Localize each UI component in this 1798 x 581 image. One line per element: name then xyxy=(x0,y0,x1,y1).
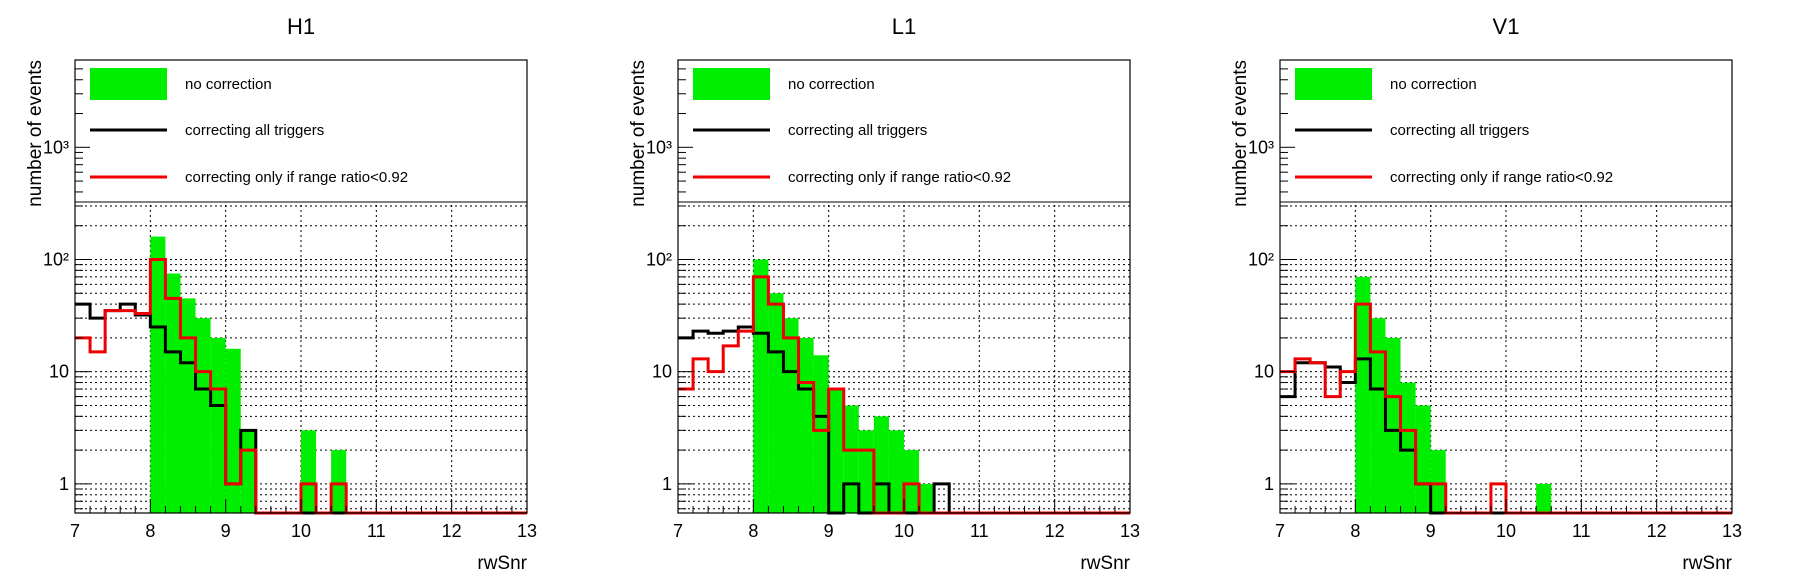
histogram-bar xyxy=(1415,405,1431,513)
histogram-bar xyxy=(180,298,196,513)
histogram-bar xyxy=(165,273,181,513)
x-tick-label: 7 xyxy=(70,521,80,541)
x-axis-label: rwSnr xyxy=(477,553,527,574)
histogram-bar xyxy=(873,416,889,513)
y-tick-label: 10³ xyxy=(43,137,69,157)
histogram-bar xyxy=(919,483,935,513)
histogram-bar xyxy=(301,430,317,513)
x-tick-label: 12 xyxy=(442,521,462,541)
legend-label: correcting all triggers xyxy=(788,122,927,139)
chart-title: L1 xyxy=(892,14,916,39)
histogram-bar xyxy=(813,355,829,513)
legend-label: correcting only if range ratio<0.92 xyxy=(185,169,408,186)
histogram-bar xyxy=(858,430,874,513)
histogram-bar xyxy=(210,337,226,513)
histogram-bar xyxy=(1355,276,1371,513)
x-tick-label: 9 xyxy=(221,521,231,541)
chart-panel-l1: no correction correcting all triggers corr… xyxy=(628,14,1140,574)
legend-label: correcting all triggers xyxy=(185,122,324,139)
histogram-bar xyxy=(904,450,920,513)
y-tick-label: 10³ xyxy=(646,137,672,157)
chart-panel-h1: no correction correcting all triggers corr… xyxy=(25,14,537,574)
histogram-bar xyxy=(828,389,844,513)
chart-title: V1 xyxy=(1493,14,1520,39)
y-axis-label: number of events xyxy=(628,60,649,207)
legend-label: no correction xyxy=(788,76,875,93)
x-tick-label: 7 xyxy=(1275,521,1285,541)
y-tick-label: 10 xyxy=(652,362,672,382)
x-tick-label: 13 xyxy=(1120,521,1140,541)
histogram-bar xyxy=(798,337,814,513)
y-tick-label: 10 xyxy=(49,362,69,382)
y-axis-label: number of events xyxy=(25,60,46,207)
legend-label: correcting only if range ratio<0.92 xyxy=(788,169,1011,186)
legend-label: correcting only if range ratio<0.92 xyxy=(1390,169,1613,186)
x-tick-label: 11 xyxy=(970,521,989,541)
histogram-bar xyxy=(1430,450,1446,513)
legend-swatch-no-correction xyxy=(1295,68,1372,100)
x-tick-label: 11 xyxy=(1572,521,1591,541)
histogram-bar xyxy=(1536,483,1552,513)
histogram-bar xyxy=(768,293,784,513)
y-tick-label: 10² xyxy=(43,249,69,269)
histogram-bar xyxy=(1400,382,1416,513)
legend-swatch-no-correction xyxy=(693,68,770,100)
x-tick-label: 11 xyxy=(367,521,386,541)
histogram-bar xyxy=(1370,318,1386,513)
legend-label: no correction xyxy=(1390,76,1477,93)
legend-label: correcting all triggers xyxy=(1390,122,1529,139)
x-tick-label: 8 xyxy=(748,521,758,541)
x-tick-label: 10 xyxy=(291,521,311,541)
y-tick-label: 10 xyxy=(1254,362,1274,382)
chart-title: H1 xyxy=(287,14,315,39)
y-tick-label: 10² xyxy=(1248,249,1274,269)
x-tick-label: 8 xyxy=(1350,521,1360,541)
x-axis-label: rwSnr xyxy=(1682,553,1732,574)
y-tick-label: 1 xyxy=(59,474,69,494)
x-tick-label: 12 xyxy=(1045,521,1065,541)
y-tick-label: 1 xyxy=(1264,474,1274,494)
x-tick-label: 9 xyxy=(1426,521,1436,541)
y-tick-label: 1 xyxy=(662,474,672,494)
histogram-bar xyxy=(225,348,241,513)
histogram-bar xyxy=(843,405,859,513)
y-axis-label: number of events xyxy=(1230,60,1251,207)
histogram-bar xyxy=(753,259,769,513)
x-tick-label: 9 xyxy=(824,521,834,541)
histogram-bar xyxy=(150,236,166,513)
x-tick-label: 7 xyxy=(673,521,683,541)
histogram-bar xyxy=(783,318,799,513)
histogram-bar xyxy=(331,450,347,513)
x-tick-label: 13 xyxy=(517,521,537,541)
legend-swatch-no-correction xyxy=(90,68,167,100)
histogram-bar xyxy=(888,430,904,513)
x-tick-label: 13 xyxy=(1722,521,1742,541)
x-tick-label: 8 xyxy=(145,521,155,541)
legend-label: no correction xyxy=(185,76,272,93)
y-tick-label: 10³ xyxy=(1248,137,1274,157)
y-tick-label: 10² xyxy=(646,249,672,269)
x-axis-label: rwSnr xyxy=(1080,553,1130,574)
x-tick-label: 10 xyxy=(1496,521,1516,541)
x-tick-label: 10 xyxy=(894,521,914,541)
histogram-bar xyxy=(195,318,211,513)
chart-panel-v1: no correction correcting all triggers corr… xyxy=(1230,14,1742,574)
histogram-bar xyxy=(1385,337,1401,513)
histogram-bar xyxy=(240,430,256,513)
x-tick-label: 12 xyxy=(1647,521,1667,541)
